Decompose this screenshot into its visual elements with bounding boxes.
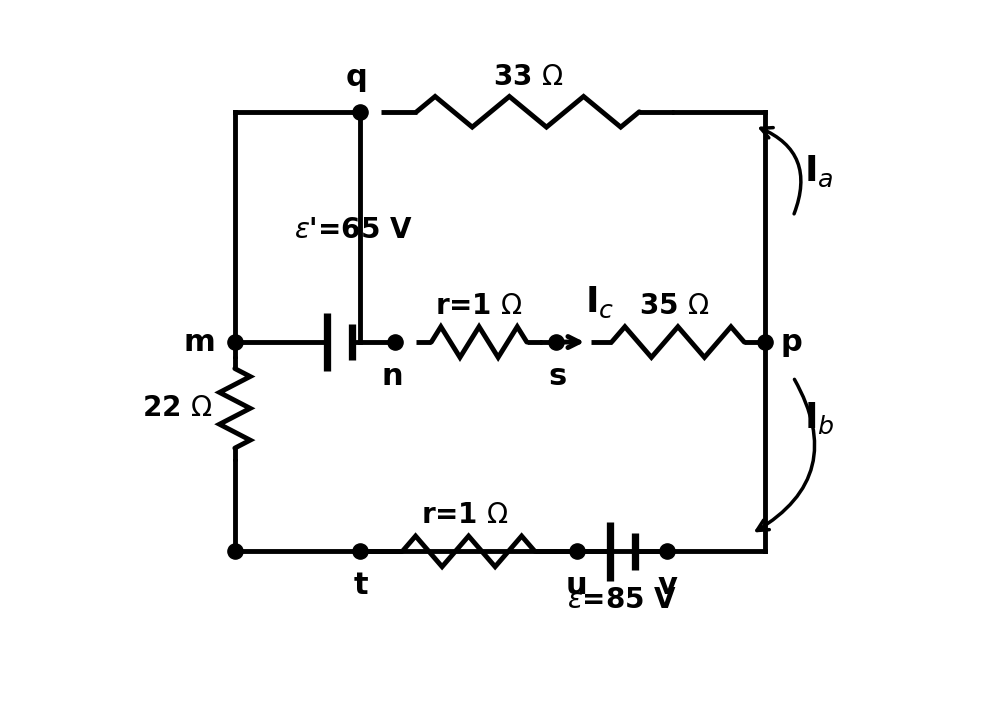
Text: q: q: [346, 63, 368, 93]
Point: [548, 336, 564, 347]
Text: p: p: [780, 328, 802, 357]
Text: 22 $\Omega$: 22 $\Omega$: [142, 394, 213, 422]
Text: v: v: [658, 571, 677, 600]
Point: [387, 336, 403, 347]
Point: [757, 336, 773, 347]
Text: r=1 $\Omega$: r=1 $\Omega$: [435, 292, 523, 320]
Point: [227, 336, 243, 347]
Text: n: n: [381, 362, 403, 391]
Point: [569, 545, 585, 557]
Text: $\varepsilon$'=65 V: $\varepsilon$'=65 V: [294, 216, 413, 244]
Point: [352, 106, 368, 117]
Text: r=1 $\Omega$: r=1 $\Omega$: [421, 501, 509, 529]
Text: 33 $\Omega$: 33 $\Omega$: [493, 63, 563, 91]
Text: s: s: [548, 362, 566, 391]
Text: $\varepsilon$=85 V: $\varepsilon$=85 V: [567, 586, 677, 614]
Text: 35 $\Omega$: 35 $\Omega$: [639, 292, 710, 320]
Text: u: u: [566, 571, 588, 600]
Text: I$_a$: I$_a$: [804, 154, 833, 189]
Text: t: t: [353, 571, 368, 600]
Text: I$_b$: I$_b$: [804, 401, 834, 436]
Point: [352, 545, 368, 557]
Point: [227, 545, 243, 557]
Text: I$_c$: I$_c$: [585, 284, 614, 320]
Text: m: m: [184, 328, 215, 357]
Point: [659, 545, 675, 557]
